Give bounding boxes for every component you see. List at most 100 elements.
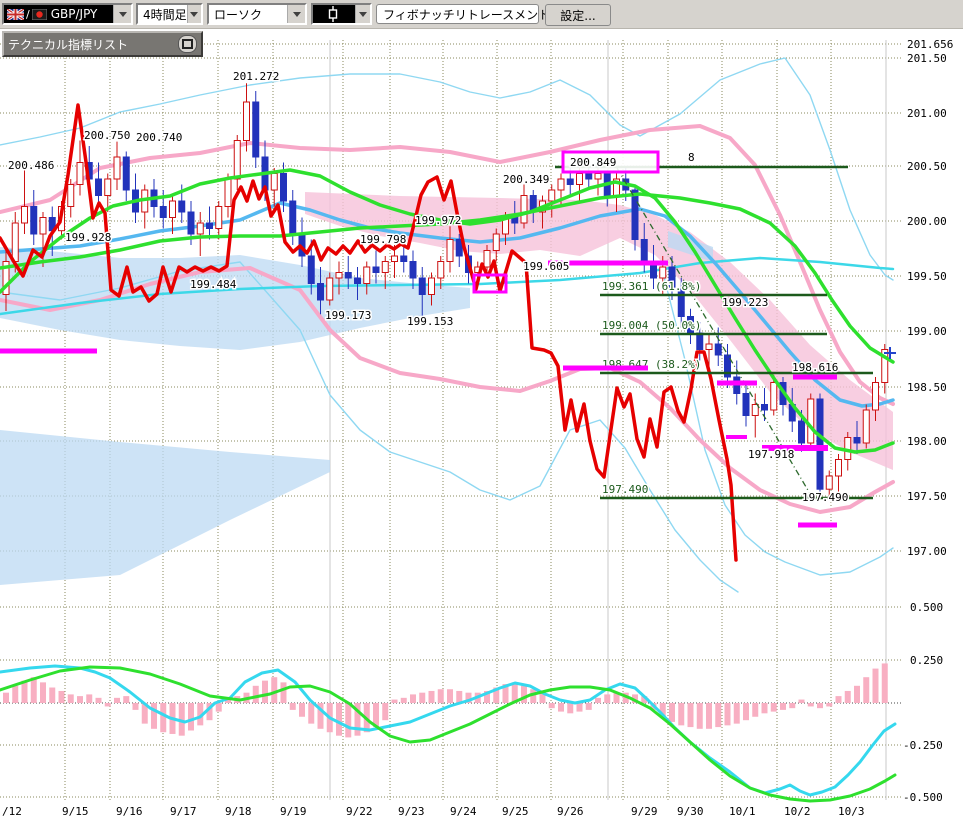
macd-histogram-bar — [604, 694, 611, 703]
macd-histogram-bar — [752, 703, 759, 717]
macd-histogram-bar — [30, 677, 37, 703]
svg-text:200.740: 200.740 — [136, 131, 182, 144]
macd-histogram-bar — [428, 690, 435, 703]
chevron-down-icon[interactable] — [354, 5, 370, 23]
svg-text:199.223: 199.223 — [722, 296, 768, 309]
drawing-annotations-layer — [0, 150, 837, 528]
macd-histogram-bar — [197, 703, 204, 726]
svg-text:197.918: 197.918 — [748, 448, 794, 461]
macd-histogram-bar — [641, 696, 648, 703]
macd-histogram-bar — [521, 685, 527, 703]
macd-histogram-bar — [669, 703, 675, 722]
svg-text:199.00: 199.00 — [907, 325, 947, 338]
macd-histogram-bar — [280, 682, 287, 703]
macd-histogram-bar — [86, 694, 93, 703]
svg-text:201.656: 201.656 — [907, 38, 953, 51]
macd-histogram-bar — [881, 663, 888, 703]
macd-histogram-bar — [585, 703, 592, 710]
svg-text:198.50: 198.50 — [907, 381, 947, 394]
macd-histogram-bar — [252, 685, 259, 703]
macd-histogram-bar — [308, 703, 315, 724]
macd-histogram-bar — [437, 689, 444, 703]
macd-histogram-bar — [826, 703, 833, 707]
chevron-down-icon[interactable] — [287, 5, 305, 23]
macd-histogram-bar — [132, 703, 139, 710]
svg-text:0.500: 0.500 — [910, 601, 943, 614]
settings-button-label: 設定... — [560, 8, 596, 23]
svg-text:201.272: 201.272 — [233, 70, 279, 83]
macd-histogram-bar — [659, 703, 666, 717]
macd-histogram-bar — [733, 703, 740, 724]
svg-text:8: 8 — [688, 151, 695, 164]
macd-histogram-bar — [678, 703, 685, 726]
macd-histogram-bar — [49, 687, 56, 703]
svg-text:200.349: 200.349 — [503, 173, 549, 186]
fib-trendline — [616, 167, 813, 498]
macd-histogram-bar — [724, 703, 731, 726]
macd-histogram-bar — [410, 694, 416, 703]
blue-cloud-upper — [0, 247, 470, 350]
svg-text:198.00: 198.00 — [907, 435, 947, 448]
svg-text:9/15: 9/15 — [62, 805, 89, 818]
restore-box-icon — [182, 39, 193, 49]
band-lines-layer — [0, 57, 895, 593]
chart-type-select[interactable]: ローソク — [207, 3, 307, 25]
macd-histogram-bar — [67, 694, 74, 703]
japan-flag-icon — [31, 8, 47, 20]
svg-text:197.490: 197.490 — [602, 483, 648, 496]
svg-text:10/2: 10/2 — [784, 805, 811, 818]
pink-band-upper — [0, 124, 895, 406]
drawing-tool-field[interactable]: フィボナッチリトレースメント — [376, 4, 550, 24]
svg-text:199.928: 199.928 — [65, 231, 111, 244]
macd-histogram-bar — [632, 694, 638, 703]
chart-type-label: ローソク — [214, 7, 263, 22]
macd-histogram-bar — [289, 703, 296, 710]
svg-text:9/25: 9/25 — [502, 805, 529, 818]
candle-color-select[interactable] — [311, 3, 372, 25]
svg-text:-0.250: -0.250 — [903, 739, 943, 752]
macd-histogram-bar — [770, 703, 777, 712]
macd-line-cyan — [0, 664, 897, 797]
macd-histogram-bar — [225, 699, 231, 703]
macd-histogram-bar — [336, 703, 342, 736]
macd-histogram-bar — [400, 697, 407, 703]
svg-text:198.616: 198.616 — [792, 361, 838, 374]
macd-histogram-bar — [262, 680, 268, 703]
chevron-down-icon[interactable] — [186, 5, 201, 23]
current-price-cross — [884, 347, 896, 359]
technical-indicator-list-panel[interactable]: テクニカル指標リスト — [2, 31, 203, 57]
bollinger-upper-outer — [0, 57, 894, 281]
macd-histogram-bar — [104, 703, 111, 707]
macd-histogram-bar — [456, 690, 463, 703]
macd-panel — [0, 663, 897, 803]
magenta-rectangle — [561, 150, 660, 174]
currency-pair-select[interactable]: / GBP/JPY — [2, 3, 133, 25]
settings-button[interactable]: 設定... — [545, 4, 611, 26]
white-candle-icon — [328, 6, 338, 22]
svg-text:197.50: 197.50 — [907, 490, 947, 503]
svg-text:199.173: 199.173 — [325, 309, 371, 322]
svg-text:9/23: 9/23 — [398, 805, 425, 818]
svg-text:199.153: 199.153 — [407, 315, 453, 328]
macd-histogram-bar — [299, 703, 305, 717]
macd-histogram-bar — [123, 696, 130, 703]
macd-histogram-bar — [354, 703, 361, 736]
svg-text:199.798: 199.798 — [360, 233, 406, 246]
svg-text:199.484: 199.484 — [190, 278, 237, 291]
green-ma-fast — [0, 168, 895, 454]
macd-histogram-bar — [114, 697, 120, 703]
svg-text:/12: /12 — [2, 805, 22, 818]
timeframe-select[interactable]: 4時間足 — [136, 3, 203, 25]
macd-histogram-bar — [835, 696, 842, 703]
svg-text:9/18: 9/18 — [225, 805, 252, 818]
macd-histogram-bar — [12, 685, 19, 703]
svg-text:200.750: 200.750 — [84, 129, 130, 142]
macd-histogram-bar — [382, 703, 389, 721]
ma-lines-layer — [0, 103, 895, 562]
restore-window-button[interactable] — [178, 35, 197, 53]
macd-histogram-bar — [345, 703, 352, 738]
chevron-down-icon[interactable] — [113, 5, 131, 23]
macd-histogram-bar — [798, 699, 805, 703]
macd-histogram-bar — [817, 703, 823, 709]
